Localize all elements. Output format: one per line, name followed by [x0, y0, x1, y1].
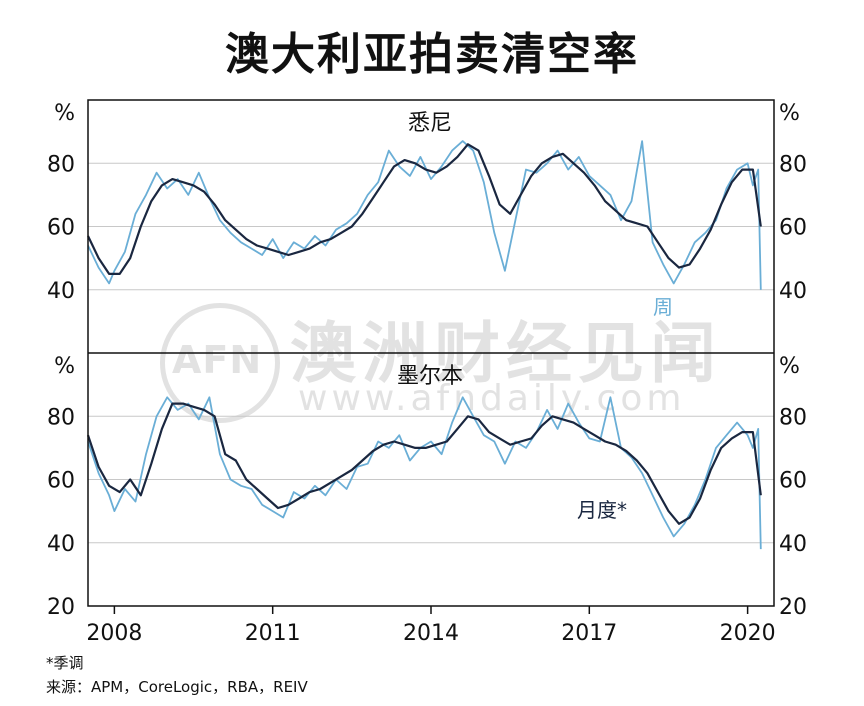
y-unit-right: %	[779, 354, 800, 379]
watermark-logo: AFN	[172, 338, 263, 382]
x-tick-label: 2017	[561, 621, 617, 646]
y-tick-label-left: 80	[47, 152, 75, 177]
x-tick-label: 2008	[86, 621, 142, 646]
y-tick-label-right: 80	[779, 405, 807, 430]
y-tick-label-left: 20	[47, 595, 75, 620]
source-note: 来源：APM，CoreLogic，RBA，REIV	[46, 678, 308, 696]
y-tick-label-left: 80	[47, 405, 75, 430]
y-unit-left: %	[54, 101, 75, 126]
footnote: *季调	[46, 654, 84, 672]
weekly-series-line	[87, 140, 762, 290]
watermark-url: www.afndaily.com	[298, 378, 686, 419]
y-tick-label-left: 40	[47, 532, 75, 557]
panel-title: 墨尔本	[397, 364, 463, 389]
y-unit-left: %	[54, 354, 75, 379]
y-tick-label-left: 40	[47, 279, 75, 304]
series-label-weekly: 周	[653, 295, 673, 319]
watermark-logo-circle	[160, 303, 280, 423]
y-tick-label-right: 80	[779, 152, 807, 177]
weekly-series-line	[87, 396, 762, 550]
chart-title: 澳大利亚拍卖清空率	[225, 29, 639, 80]
x-tick-label: 2014	[403, 621, 459, 646]
y-tick-label-left: 60	[47, 469, 75, 494]
y-unit-right: %	[779, 101, 800, 126]
y-tick-label-right: 40	[779, 532, 807, 557]
x-tick-label: 2020	[720, 621, 776, 646]
series-label-monthly: 月度*	[577, 498, 627, 522]
y-tick-label-right: 60	[779, 216, 807, 241]
y-tick-label-right: 20	[779, 595, 807, 620]
smoothed-series-line	[87, 143, 762, 275]
y-tick-label-right: 40	[779, 279, 807, 304]
smoothed-series-line	[86, 402, 762, 525]
y-tick-label-right: 60	[779, 469, 807, 494]
y-tick-label-left: 60	[47, 216, 75, 241]
panel-title: 悉尼	[408, 111, 452, 136]
x-tick-label: 2011	[245, 621, 301, 646]
